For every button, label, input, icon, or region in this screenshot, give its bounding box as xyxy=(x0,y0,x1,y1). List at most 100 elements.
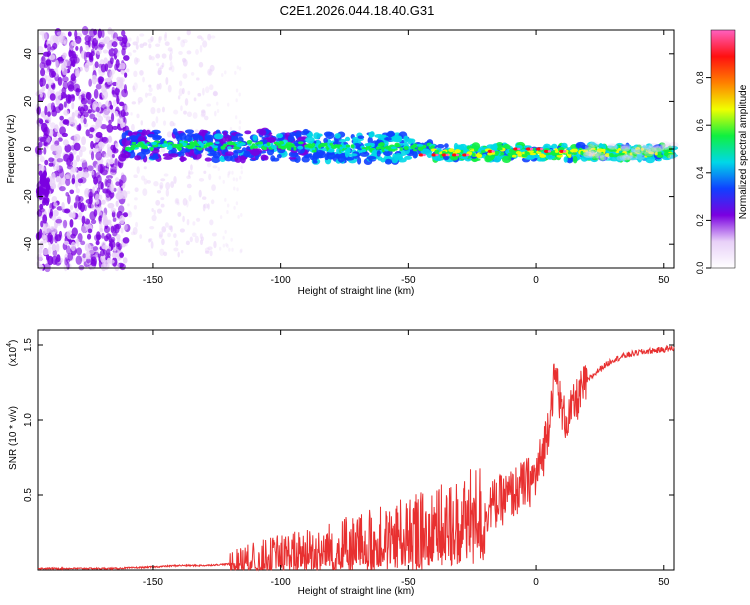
spectrogram-cell xyxy=(59,168,65,179)
spectrogram-cell xyxy=(226,203,230,208)
spectrogram-cell xyxy=(209,84,214,91)
spectrogram-cell xyxy=(384,145,391,150)
x-tick-label: -150 xyxy=(143,275,163,286)
spectrogram-cell xyxy=(260,146,267,150)
spectrogram-cell xyxy=(226,244,229,249)
spectrogram-cell xyxy=(193,97,197,102)
spectrogram-cell xyxy=(211,145,219,149)
spectrogram-cell xyxy=(86,258,91,264)
spectrogram-cell xyxy=(43,141,49,147)
spectrogram-cell xyxy=(103,225,111,234)
spectrogram-cell xyxy=(485,154,495,161)
spectrogram-cell xyxy=(69,204,74,211)
spectrogram-cell xyxy=(169,49,174,55)
spectrogram-cell xyxy=(222,235,225,240)
spectrogram-cell xyxy=(140,136,146,143)
spectrogram-cell xyxy=(151,141,158,146)
spectrogram-cell xyxy=(71,51,77,59)
spectrogram-cell xyxy=(591,153,595,157)
spectrogram-cell xyxy=(158,36,163,41)
spectrogram-cell xyxy=(84,35,92,43)
spectrogram-cell xyxy=(197,140,201,145)
spectrogram-cell xyxy=(134,187,139,193)
spectrogram-cell xyxy=(195,217,201,222)
spectrogram-cell xyxy=(207,203,210,210)
spectrogram-cell xyxy=(148,238,151,243)
spectrogram-cell xyxy=(63,174,70,180)
spectrogram-cell xyxy=(567,151,572,155)
spectrogram-cell xyxy=(53,144,59,150)
spectrogram-cell xyxy=(207,33,212,41)
spectrogram-cell xyxy=(161,106,165,113)
spectrogram-cell xyxy=(167,141,174,145)
spectrogram-y-label: Frequency (Hz) xyxy=(6,115,17,184)
spectrogram-cell xyxy=(399,147,403,151)
spectrogram-cell xyxy=(94,61,99,69)
spectrogram-cell xyxy=(156,107,161,114)
spectrogram-cell xyxy=(102,188,109,194)
spectrogram-cell xyxy=(100,123,108,130)
spectrogram-cell xyxy=(184,98,189,106)
snr-plot-area xyxy=(37,329,675,571)
spectrogram-cell xyxy=(547,150,551,153)
spectrogram-cell xyxy=(163,251,168,257)
spectrogram-cell xyxy=(166,131,172,138)
spectrogram-cell xyxy=(109,104,114,110)
spectrogram-cell xyxy=(667,153,678,160)
spectrogram-cell xyxy=(168,53,173,61)
spectrogram-cell xyxy=(389,131,394,137)
spectrogram-cell xyxy=(71,227,78,237)
spectrogram-cell xyxy=(238,125,241,130)
spectrogram-cell xyxy=(38,170,43,177)
spectrogram-cell xyxy=(403,146,409,151)
spectrogram-cell xyxy=(195,49,199,55)
spectrogram-cell xyxy=(418,153,424,157)
spectrogram-cell xyxy=(48,157,54,163)
spectrogram-cell xyxy=(149,226,155,230)
spectrogram-cell xyxy=(73,83,81,92)
spectrogram-cell xyxy=(313,132,321,140)
x-tick-label: 0 xyxy=(533,577,539,588)
spectrogram-cell xyxy=(271,144,277,150)
spectrogram-cell xyxy=(161,226,167,233)
x-tick-label: -100 xyxy=(271,577,291,588)
spectrogram-cell xyxy=(188,171,194,175)
spectrogram-cell xyxy=(58,186,66,192)
spectrogram-cell xyxy=(232,177,236,182)
spectrogram-cell xyxy=(97,180,104,190)
spectrogram-cell xyxy=(62,53,66,60)
spectrogram-cell xyxy=(119,252,124,258)
spectrogram-cell xyxy=(56,254,61,263)
spectrogram-cell xyxy=(108,259,115,264)
spectrogram-cell xyxy=(50,102,55,112)
spectrogram-cell xyxy=(238,66,242,71)
spectrogram-cell xyxy=(74,67,81,78)
spectrogram-cell xyxy=(46,43,52,52)
spectrogram-cell xyxy=(83,111,89,118)
spectrogram-cell xyxy=(95,48,102,55)
spectrogram-cell xyxy=(90,151,95,161)
spectrogram-cell xyxy=(114,143,119,148)
spectrogram-cell xyxy=(216,101,219,106)
spectrogram-cell xyxy=(121,190,128,200)
spectrogram-cell xyxy=(184,129,195,134)
spectrogram-cell xyxy=(590,147,596,151)
spectrogram-cell xyxy=(445,153,449,157)
spectrogram-cell xyxy=(60,32,66,41)
spectrogram-cell xyxy=(257,141,264,145)
spectrogram-cell xyxy=(348,153,358,157)
spectrogram-cell xyxy=(293,146,297,151)
spectrogram-cell xyxy=(68,49,73,58)
spectrogram-cell xyxy=(582,149,589,153)
spectrogram-cell xyxy=(224,197,227,202)
spectrogram-cell xyxy=(101,29,105,38)
spectrogram-cell xyxy=(329,142,334,146)
spectrogram-cell xyxy=(97,101,102,108)
spectrogram-cell xyxy=(42,197,47,204)
spectrogram-cell xyxy=(435,153,439,157)
spectrogram-cell xyxy=(165,189,170,197)
spectrogram-cell xyxy=(158,231,164,238)
spectrogram-cell xyxy=(93,209,98,217)
spectrogram-cell xyxy=(124,104,129,113)
spectrogram-cell xyxy=(217,166,220,171)
